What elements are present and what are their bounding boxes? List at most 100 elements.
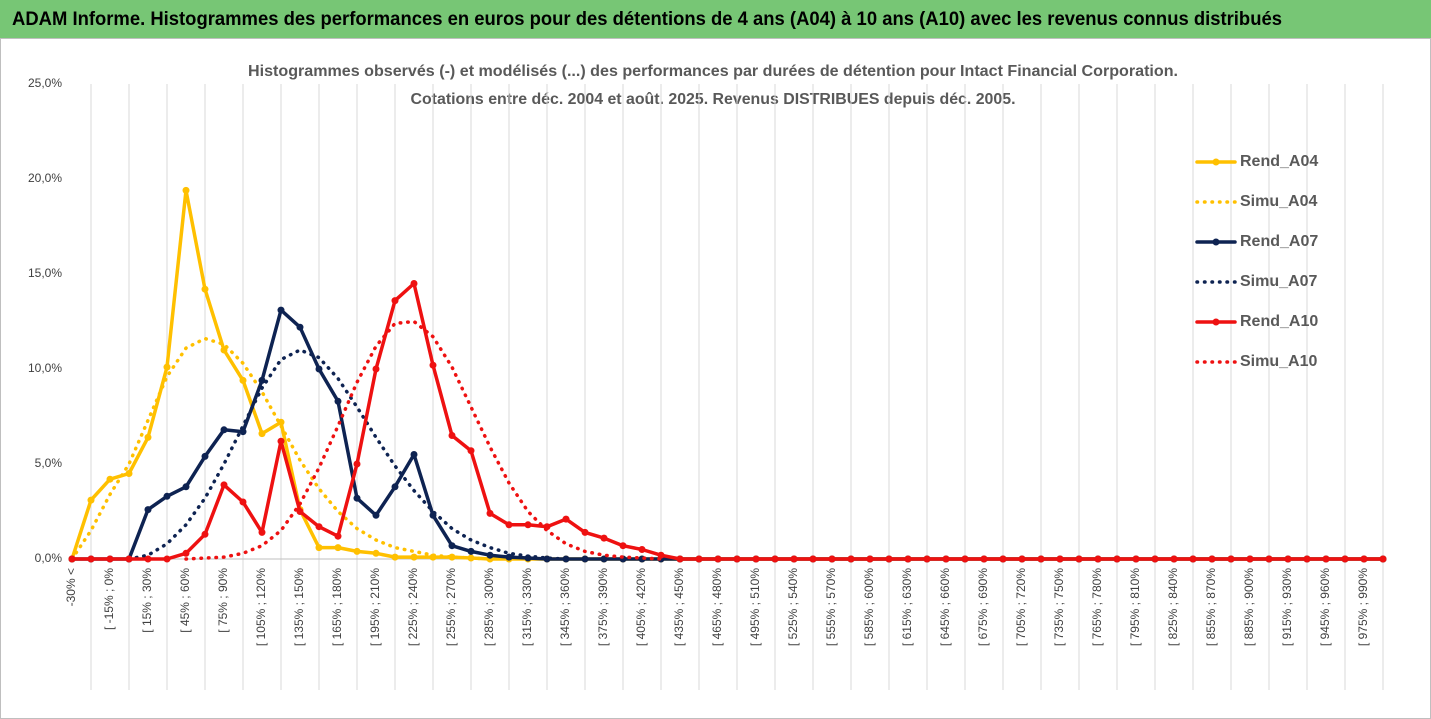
point bbox=[334, 397, 342, 405]
point bbox=[771, 555, 779, 563]
point bbox=[980, 555, 988, 563]
point bbox=[1322, 555, 1330, 563]
point bbox=[448, 432, 456, 439]
x-tick-label: [ 495% ; 510% bbox=[748, 568, 762, 646]
point bbox=[220, 426, 228, 434]
point bbox=[1094, 555, 1102, 563]
point bbox=[315, 523, 323, 531]
y-tick-label: 5,0% bbox=[35, 456, 63, 470]
x-tick-label: [ 975% ; 990% bbox=[1356, 568, 1370, 646]
x-tick-label: [ 615% ; 630% bbox=[900, 568, 914, 646]
x-tick-label: [ 105% ; 120% bbox=[254, 568, 268, 646]
x-tick-label: [ 915% ; 930% bbox=[1280, 568, 1294, 646]
point bbox=[182, 186, 190, 194]
point bbox=[1265, 555, 1273, 563]
point bbox=[258, 430, 266, 438]
series-line bbox=[184, 319, 663, 561]
point bbox=[201, 285, 209, 293]
x-tick-label: [ 585% ; 600% bbox=[862, 568, 876, 646]
point bbox=[125, 555, 133, 563]
point bbox=[448, 542, 456, 550]
x-tick-label: [ 45% ; 60% bbox=[178, 568, 192, 633]
point bbox=[1151, 555, 1159, 563]
point bbox=[809, 555, 817, 563]
point bbox=[277, 306, 285, 314]
point bbox=[391, 553, 399, 561]
point bbox=[790, 555, 798, 563]
point bbox=[163, 492, 171, 500]
point bbox=[600, 534, 608, 542]
point bbox=[87, 496, 95, 504]
legend-label: Rend_A04 bbox=[1240, 153, 1318, 170]
point bbox=[1056, 555, 1064, 563]
point bbox=[201, 530, 209, 538]
x-tick-label: [ 285% ; 300% bbox=[482, 568, 496, 646]
point bbox=[391, 297, 399, 305]
banner-title: ADAM Informe. Histogrammes des performan… bbox=[12, 9, 1282, 30]
point bbox=[885, 555, 893, 563]
point bbox=[961, 555, 969, 563]
point bbox=[334, 532, 342, 540]
x-tick-label: [ 465% ; 480% bbox=[710, 568, 724, 646]
series-line bbox=[70, 281, 1385, 561]
y-tick-label: 15,0% bbox=[28, 266, 62, 280]
point bbox=[676, 555, 684, 563]
x-tick-label: [ 375% ; 390% bbox=[596, 568, 610, 646]
point bbox=[372, 511, 380, 519]
legend-marker bbox=[1212, 318, 1220, 326]
x-tick-label: -30% < bbox=[64, 568, 78, 606]
point bbox=[657, 551, 665, 559]
point bbox=[296, 508, 304, 515]
point bbox=[334, 544, 342, 552]
x-tick-label: [ 945% ; 960% bbox=[1318, 568, 1332, 646]
legend-label: Rend_A07 bbox=[1240, 233, 1318, 250]
point bbox=[942, 555, 950, 563]
point bbox=[562, 515, 570, 523]
point bbox=[429, 361, 437, 369]
x-tick-label: [ 75% ; 90% bbox=[216, 568, 230, 633]
point bbox=[752, 555, 760, 563]
x-tick-label: [ 225% ; 240% bbox=[406, 568, 420, 646]
point bbox=[505, 553, 513, 561]
point bbox=[733, 555, 741, 563]
point bbox=[372, 549, 380, 557]
point bbox=[638, 546, 646, 553]
point bbox=[163, 555, 171, 563]
point bbox=[182, 483, 190, 491]
x-tick-label: [ 855% ; 870% bbox=[1204, 568, 1218, 646]
point bbox=[581, 528, 589, 536]
point bbox=[847, 555, 855, 563]
point bbox=[1208, 555, 1216, 563]
point bbox=[467, 447, 475, 455]
x-tick-label: [ 315% ; 330% bbox=[520, 568, 534, 646]
point bbox=[1341, 555, 1349, 563]
point bbox=[619, 542, 627, 550]
point bbox=[1113, 555, 1121, 563]
legend-marker bbox=[1212, 158, 1220, 166]
point bbox=[125, 470, 133, 477]
y-tick-label: 25,0% bbox=[28, 76, 62, 90]
point bbox=[353, 494, 361, 502]
y-tick-label: 20,0% bbox=[28, 171, 62, 185]
x-tick-label: [ 735% ; 750% bbox=[1052, 568, 1066, 646]
point bbox=[1170, 555, 1178, 563]
x-tick-label: [ 555% ; 570% bbox=[824, 568, 838, 646]
point bbox=[258, 528, 266, 536]
point bbox=[1037, 555, 1045, 563]
point bbox=[600, 555, 608, 563]
point bbox=[315, 365, 323, 373]
point bbox=[904, 555, 912, 563]
point bbox=[372, 365, 380, 373]
point bbox=[467, 547, 475, 555]
legend-label: Simu_A07 bbox=[1240, 273, 1317, 290]
point bbox=[695, 555, 703, 563]
point bbox=[486, 551, 494, 559]
point bbox=[410, 451, 418, 458]
point bbox=[353, 460, 361, 468]
y-tick-label: 10,0% bbox=[28, 361, 62, 375]
point bbox=[182, 549, 190, 557]
x-tick-label: [ 645% ; 660% bbox=[938, 568, 952, 646]
point bbox=[1018, 555, 1026, 563]
point bbox=[144, 555, 152, 563]
